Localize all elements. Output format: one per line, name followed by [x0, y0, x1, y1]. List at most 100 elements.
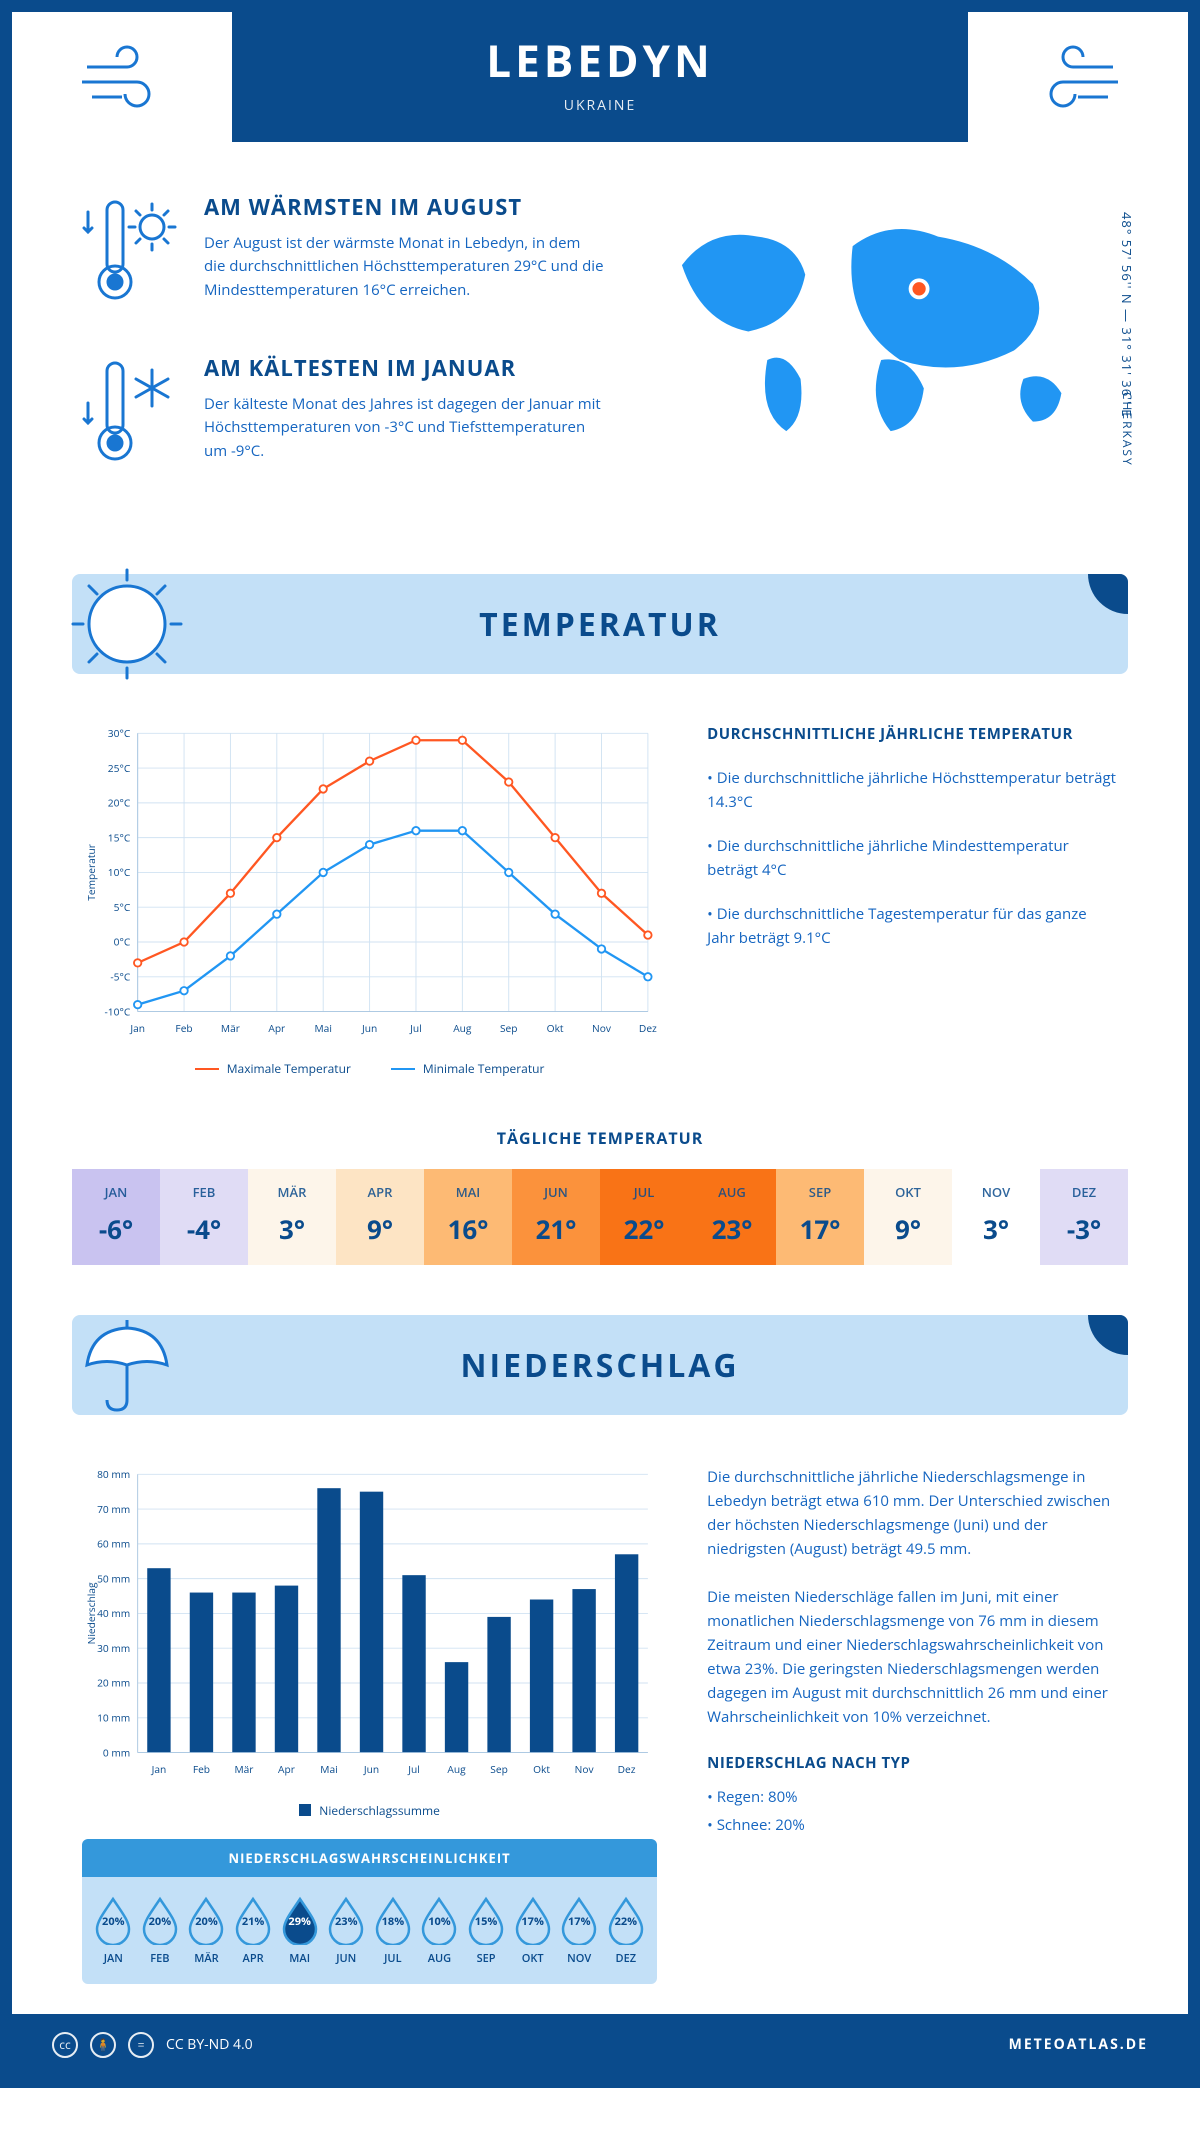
world-map: 48° 57' 56'' N — 31° 31' 36'' E CHERKASY [644, 192, 1118, 514]
wind-icon-right [968, 12, 1188, 142]
coldest-title: AM KÄLTESTEN IM JANUAR [204, 353, 604, 383]
svg-text:Mai: Mai [320, 1762, 337, 1776]
prob-cell: 18% JUL [370, 1895, 417, 1966]
daily-cell: DEZ-3° [1040, 1169, 1128, 1265]
svg-text:Nov: Nov [592, 1021, 612, 1035]
svg-text:30 mm: 30 mm [97, 1641, 130, 1655]
daily-cell: MAI16° [424, 1169, 512, 1265]
svg-text:Temperatur: Temperatur [84, 843, 98, 900]
thermometer-hot-icon [82, 192, 182, 317]
svg-text:-5°C: -5°C [110, 969, 130, 983]
svg-text:20 mm: 20 mm [97, 1676, 130, 1690]
precip-type2: • Schnee: 20% [707, 1813, 1118, 1837]
svg-text:70 mm: 70 mm [97, 1502, 130, 1516]
svg-text:Jul: Jul [409, 1021, 422, 1035]
svg-text:10°C: 10°C [108, 865, 131, 879]
section-title: NIEDERSCHLAG [72, 1344, 1128, 1387]
daily-cell: JAN-6° [72, 1169, 160, 1265]
footer: cc 🧍 = CC BY-ND 4.0 METEOATLAS.DE [12, 2014, 1188, 2076]
svg-text:Aug: Aug [453, 1021, 472, 1035]
daily-cell: MÄR3° [248, 1169, 336, 1265]
temp-text-p1: • Die durchschnittliche jährliche Höchst… [707, 766, 1118, 814]
cc-icon: cc [52, 2032, 78, 2058]
svg-text:Nov: Nov [575, 1762, 595, 1776]
svg-text:0°C: 0°C [114, 935, 131, 949]
svg-text:Jan: Jan [129, 1021, 145, 1035]
prob-cell: 29% MAI [276, 1895, 323, 1966]
temp-text-p3: • Die durchschnittliche Tagestemperatur … [707, 902, 1118, 950]
umbrella-icon [62, 1300, 192, 1430]
prob-cell: 20% FEB [137, 1895, 184, 1966]
daily-cell: FEB-4° [160, 1169, 248, 1265]
daily-temp-title: TÄGLICHE TEMPERATUR [12, 1127, 1188, 1149]
prob-cell: 21% APR [230, 1895, 277, 1966]
daily-cell: APR9° [336, 1169, 424, 1265]
prob-cell: 23% JUN [323, 1895, 370, 1966]
precip-probability-table: NIEDERSCHLAGSWAHRSCHEINLICHKEIT 20% JAN … [82, 1839, 657, 1984]
svg-text:Feb: Feb [175, 1021, 192, 1035]
temperature-line-chart: -10°C-5°C0°C5°C10°C15°C20°C25°C30°CJanFe… [82, 724, 657, 1077]
svg-text:5°C: 5°C [114, 900, 131, 914]
precip-type-title: NIEDERSCHLAG NACH TYP [707, 1753, 1118, 1773]
svg-text:Mai: Mai [314, 1021, 331, 1035]
svg-text:Dez: Dez [639, 1021, 657, 1035]
warmest-block: AM WÄRMSTEN IM AUGUST Der August ist der… [82, 192, 604, 317]
svg-text:60 mm: 60 mm [97, 1537, 130, 1551]
section-title: TEMPERATUR [72, 603, 1128, 646]
prob-cell: 20% MÄR [183, 1895, 230, 1966]
daily-cell: AUG23° [688, 1169, 776, 1265]
nd-icon: = [128, 2032, 154, 2058]
precip-type1: • Regen: 80% [707, 1785, 1118, 1809]
header: LEBEDYN UKRAINE [12, 12, 1188, 142]
svg-text:50 mm: 50 mm [97, 1572, 130, 1586]
section-temperature-header: TEMPERATUR [72, 574, 1128, 674]
precip-p1: Die durchschnittliche jährliche Niedersc… [707, 1465, 1118, 1561]
svg-text:20°C: 20°C [108, 796, 131, 810]
coldest-text: Der kälteste Monat des Jahres ist dagege… [204, 393, 604, 463]
by-icon: 🧍 [90, 2032, 116, 2058]
region-label: CHERKASY [1119, 392, 1136, 467]
prob-cell: 17% OKT [509, 1895, 556, 1966]
coordinates: 48° 57' 56'' N — 31° 31' 36'' E [1118, 212, 1136, 417]
svg-text:Okt: Okt [547, 1021, 564, 1035]
wind-icon-left [12, 12, 232, 142]
site-name: METEOATLAS.DE [1009, 2035, 1148, 2054]
svg-text:Jan: Jan [151, 1762, 167, 1776]
svg-text:80 mm: 80 mm [97, 1467, 130, 1481]
daily-cell: NOV3° [952, 1169, 1040, 1265]
warmest-text: Der August ist der wärmste Monat in Lebe… [204, 232, 604, 302]
chart-legend: Maximale Temperatur Minimale Temperatur [82, 1060, 657, 1077]
coldest-block: AM KÄLTESTEN IM JANUAR Der kälteste Mona… [82, 353, 604, 478]
daily-cell: JUL22° [600, 1169, 688, 1265]
svg-text:Dez: Dez [618, 1762, 636, 1776]
prob-cell: 15% SEP [463, 1895, 510, 1966]
prob-cell: 10% AUG [416, 1895, 463, 1966]
svg-text:Jun: Jun [363, 1762, 379, 1776]
section-precip-header: NIEDERSCHLAG [72, 1315, 1128, 1415]
temp-text-title: DURCHSCHNITTLICHE JÄHRLICHE TEMPERATUR [707, 724, 1118, 744]
svg-text:Mär: Mär [221, 1021, 241, 1035]
country-subtitle: UKRAINE [486, 96, 714, 115]
svg-text:Okt: Okt [533, 1762, 550, 1776]
svg-text:Apr: Apr [268, 1021, 286, 1035]
svg-text:Jun: Jun [361, 1021, 377, 1035]
daily-temp-table: JAN-6°FEB-4°MÄR3°APR9°MAI16°JUN21°JUL22°… [72, 1169, 1128, 1265]
city-title: LEBEDYN [486, 30, 714, 90]
warmest-title: AM WÄRMSTEN IM AUGUST [204, 192, 604, 222]
prob-cell: 20% JAN [90, 1895, 137, 1966]
prob-cell: 17% NOV [556, 1895, 603, 1966]
svg-text:10 mm: 10 mm [97, 1711, 130, 1725]
svg-text:Feb: Feb [193, 1762, 210, 1776]
svg-text:Sep: Sep [490, 1762, 508, 1776]
svg-text:-10°C: -10°C [105, 1004, 131, 1018]
svg-text:0 mm: 0 mm [103, 1746, 130, 1760]
svg-text:25°C: 25°C [108, 761, 131, 775]
daily-cell: JUN21° [512, 1169, 600, 1265]
svg-text:Jul: Jul [407, 1762, 420, 1776]
precip-p2: Die meisten Niederschläge fallen im Juni… [707, 1585, 1118, 1729]
prob-cell: 22% DEZ [603, 1895, 650, 1966]
daily-cell: SEP17° [776, 1169, 864, 1265]
svg-text:Aug: Aug [447, 1762, 466, 1776]
svg-text:Mär: Mär [234, 1762, 254, 1776]
svg-text:Apr: Apr [278, 1762, 296, 1776]
